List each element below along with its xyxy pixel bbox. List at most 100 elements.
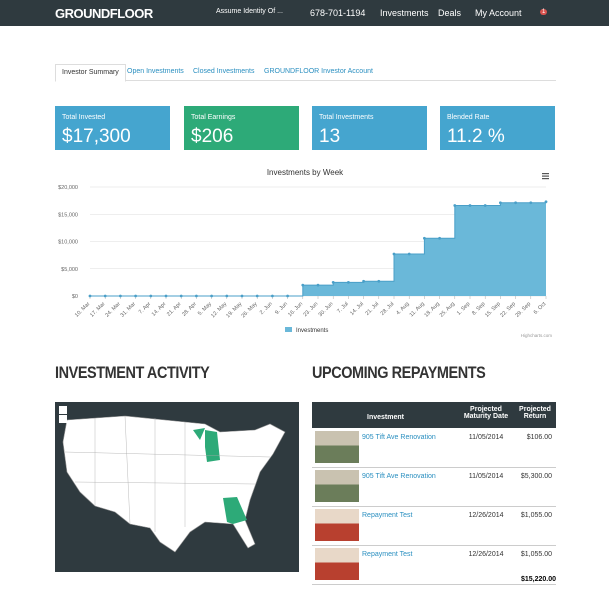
y-tick-label: $20,000	[58, 185, 78, 191]
x-tick-label: 24. Mar	[104, 301, 122, 319]
investment-link[interactable]: Repayment Test	[362, 512, 413, 519]
x-tick-label: 21. Jul	[365, 301, 381, 317]
assume-select[interactable]: Assume Identity Of ...	[216, 8, 283, 15]
map	[55, 402, 299, 572]
table-cell: 12/26/2014	[468, 551, 504, 558]
table-cell: $1,055.00	[520, 551, 552, 558]
tab[interactable]: Investor Summary	[55, 64, 126, 82]
zoom-in[interactable]	[59, 406, 67, 414]
nav-link[interactable]: Deals	[438, 8, 462, 18]
point	[271, 294, 274, 298]
section-title: UPCOMING REPAYMENTS	[312, 363, 486, 382]
point	[240, 294, 244, 298]
point	[316, 283, 320, 287]
header-cell: Investment	[367, 414, 404, 421]
x-tick-label: 30. Jun	[318, 301, 335, 318]
stat-card: Total Earnings $206	[184, 106, 299, 150]
x-tick-label: 15. Sep	[484, 301, 502, 319]
area	[90, 201, 546, 296]
stat-card: Total Investments 13	[312, 106, 427, 150]
point	[362, 279, 365, 283]
stat-label: Total Earnings	[191, 114, 236, 121]
investment-link[interactable]: Repayment Test	[362, 551, 413, 558]
x-tick-label: 25. Aug	[439, 301, 456, 318]
y-tick-label: $5,000	[61, 267, 78, 273]
tab[interactable]: Open Investments	[127, 68, 184, 75]
tab[interactable]: GROUNDFLOOR Investor Account	[264, 68, 373, 75]
point	[544, 200, 548, 204]
x-tick-label: 14. Apr	[151, 301, 168, 318]
table-cell: 11/05/2014	[468, 473, 504, 480]
point	[286, 294, 289, 298]
point	[438, 236, 441, 240]
navbar: GROUNDFLOOR Assume Identity Of ... 678-7…	[0, 0, 609, 26]
stat-label: Total Invested	[62, 114, 106, 121]
point	[164, 294, 168, 298]
nav-link[interactable]: Investments	[380, 8, 429, 18]
point	[392, 252, 396, 256]
x-tick-label: 26. May	[241, 301, 259, 319]
stat-card: Total Invested $17,300	[55, 106, 170, 150]
thumbnail	[315, 431, 359, 463]
x-tick-label: 23. Jun	[302, 301, 319, 318]
table-row: Repayment Test 12/26/2014 $1,055.00	[312, 506, 556, 546]
table-row: 905 Tift Ave Renovation 11/05/2014 $106.00	[312, 428, 556, 468]
point	[483, 204, 487, 207]
y-tick-label: $0	[72, 294, 78, 300]
point	[195, 294, 198, 298]
point	[453, 204, 457, 207]
point	[377, 279, 381, 283]
x-tick-label: 22. Sep	[499, 301, 517, 319]
table-cell: $1,055.00	[520, 512, 552, 519]
legend-label: Investments	[296, 328, 328, 334]
table-cell: $5,300.00	[520, 473, 552, 480]
table-row: Repayment Test 12/26/2014 $1,055.00	[312, 545, 556, 585]
x-tick-label: 18. Aug	[424, 301, 441, 318]
point	[423, 236, 426, 240]
section-title: INVESTMENT ACTIVITY	[55, 363, 210, 382]
x-tick-label: 6. Oct	[533, 301, 548, 316]
x-tick-label: 28. Jul	[380, 301, 396, 317]
investment-link[interactable]: 905 Tift Ave Renovation	[362, 434, 436, 441]
x-tick-label: 21. Apr	[166, 301, 183, 318]
point	[468, 204, 472, 207]
y-tick-label: $10,000	[58, 240, 78, 246]
stat-value: $17,300	[62, 126, 131, 147]
y-tick-label: $15,000	[58, 212, 78, 218]
point	[225, 294, 229, 298]
table-cell: 12/26/2014	[468, 512, 504, 519]
x-tick-label: 1. Sep	[456, 301, 471, 316]
point	[149, 294, 153, 298]
thumbnail	[315, 470, 359, 502]
point	[301, 283, 305, 287]
x-tick-label: 11. Aug	[409, 301, 426, 318]
nav-link[interactable]: My Account	[475, 8, 522, 18]
point	[134, 294, 137, 298]
table-cell: 11/05/2014	[468, 434, 504, 441]
stat-value: 13	[319, 126, 341, 147]
header-cell: Projected Return	[519, 406, 551, 420]
x-tick-label: 16. Jun	[287, 301, 304, 318]
table-total: $15,220.00	[520, 576, 556, 583]
x-tick-label: 17. Mar	[89, 301, 107, 319]
table-row: 905 Tift Ave Renovation 11/05/2014 $5,300.…	[312, 467, 556, 507]
tab[interactable]: Closed Investments	[193, 68, 255, 75]
chart-title: Investments by Week	[267, 168, 344, 177]
point	[103, 294, 107, 298]
point	[179, 294, 183, 298]
badge[interactable]: 1	[540, 9, 548, 15]
investment-link[interactable]: 905 Tift Ave Renovation	[362, 473, 436, 480]
logo[interactable]: GROUNDFLOOR	[55, 6, 153, 21]
x-tick-label: 29. Sep	[515, 301, 533, 319]
table-cell: $106.00	[526, 434, 552, 441]
thumbnail	[315, 509, 359, 541]
menu-icon[interactable]	[542, 173, 549, 180]
x-tick-label: 10. Mar	[74, 301, 92, 319]
point	[119, 294, 122, 298]
credit: Highcharts.com	[521, 333, 553, 338]
legend-swatch	[285, 327, 292, 332]
point	[347, 280, 350, 284]
zoom-out[interactable]	[59, 415, 67, 423]
phone: 678-701-1194	[310, 8, 366, 18]
